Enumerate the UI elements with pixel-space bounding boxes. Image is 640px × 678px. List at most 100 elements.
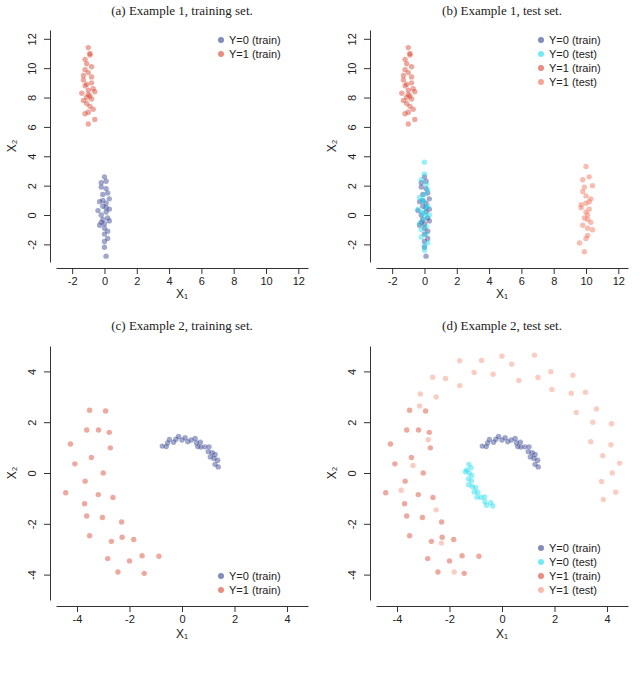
point bbox=[417, 221, 422, 226]
point bbox=[516, 378, 521, 383]
series bbox=[399, 352, 623, 574]
point bbox=[462, 571, 467, 576]
point bbox=[92, 117, 97, 122]
point bbox=[600, 453, 605, 458]
point bbox=[451, 537, 456, 542]
point bbox=[404, 427, 409, 432]
point bbox=[82, 57, 87, 62]
point bbox=[100, 192, 105, 197]
x-tick-mark bbox=[521, 268, 522, 274]
point bbox=[115, 569, 120, 574]
y-axis: -4-2024 bbox=[26, 347, 51, 601]
x-tick-mark bbox=[502, 606, 503, 612]
point bbox=[423, 205, 428, 210]
x-tick-mark bbox=[392, 268, 393, 274]
point bbox=[86, 92, 91, 97]
point bbox=[105, 556, 110, 561]
point bbox=[425, 556, 430, 561]
x-tick-label: 0 bbox=[179, 613, 185, 625]
point bbox=[399, 488, 404, 493]
point bbox=[392, 461, 397, 466]
y-tick: -2 bbox=[346, 519, 370, 529]
y-tick-label: -2 bbox=[346, 519, 358, 529]
x-tick-mark bbox=[554, 268, 555, 274]
legend-marker bbox=[218, 51, 224, 57]
panel: (a) Example 1, training set.-2024681012-… bbox=[5, 3, 309, 301]
x-tick: 6 bbox=[519, 268, 525, 287]
legend-label: Y=0 (train) bbox=[229, 34, 281, 46]
point bbox=[92, 89, 97, 94]
x-tick-label: 4 bbox=[167, 275, 173, 287]
point bbox=[139, 553, 144, 558]
x-tick-label: 12 bbox=[613, 275, 625, 287]
y-tick-mark bbox=[364, 244, 370, 245]
point bbox=[81, 73, 86, 78]
x-tick: 8 bbox=[231, 268, 237, 287]
point bbox=[509, 362, 514, 367]
y-axis: -2024681012 bbox=[346, 31, 371, 263]
x-tick: 0 bbox=[422, 268, 428, 287]
y-tick-label: -2 bbox=[26, 240, 38, 250]
y-tick-mark bbox=[364, 575, 370, 576]
y-tick: 12 bbox=[346, 33, 370, 45]
point bbox=[195, 444, 200, 449]
y-tick-label: 8 bbox=[26, 95, 38, 101]
point bbox=[409, 64, 414, 69]
y-tick-mark bbox=[364, 215, 370, 216]
point bbox=[127, 558, 132, 563]
plot-area bbox=[63, 408, 221, 576]
y-tick: 10 bbox=[26, 63, 50, 75]
legend-label: Y=1 (train) bbox=[229, 48, 281, 60]
x-tick-label: 0 bbox=[499, 613, 505, 625]
y-tick-mark bbox=[44, 473, 50, 474]
y-tick-label: 10 bbox=[346, 63, 358, 75]
legend: Y=0 (train) Y=1 (train) bbox=[218, 34, 281, 60]
point bbox=[407, 408, 412, 413]
legend: Y=0 (train)Y=0 (test)Y=1 (train)Y=1 (tes… bbox=[538, 34, 601, 88]
x-tick: 12 bbox=[293, 268, 305, 287]
x-tick-mark bbox=[201, 268, 202, 274]
y-tick-label: -2 bbox=[26, 519, 38, 529]
point bbox=[407, 533, 412, 538]
series bbox=[383, 408, 482, 576]
legend: Y=0 (train)Y=0 (test)Y=1 (train)Y=1 (tes… bbox=[538, 542, 601, 596]
point bbox=[388, 441, 393, 446]
figure: (a) Example 1, training set.-2024681012-… bbox=[0, 0, 640, 678]
point bbox=[590, 227, 595, 232]
panel: (b) Example 1, test set.-2024681012-2024… bbox=[325, 3, 629, 301]
point bbox=[475, 490, 480, 495]
point bbox=[425, 187, 430, 192]
legend-marker bbox=[218, 587, 224, 593]
point bbox=[580, 223, 585, 228]
point bbox=[421, 470, 426, 475]
y-tick: 12 bbox=[26, 33, 50, 45]
x-tick-mark bbox=[182, 606, 183, 612]
x-tick-label: -2 bbox=[445, 613, 455, 625]
point bbox=[588, 439, 593, 444]
point bbox=[490, 371, 495, 376]
legend-marker bbox=[218, 573, 224, 579]
x-tick-label: -2 bbox=[68, 275, 78, 287]
point bbox=[107, 218, 112, 223]
point bbox=[590, 420, 595, 425]
y-tick: 2 bbox=[346, 420, 370, 426]
point bbox=[476, 554, 481, 559]
y-tick-label: 0 bbox=[26, 470, 38, 476]
point bbox=[416, 427, 421, 432]
y-tick-mark bbox=[364, 127, 370, 128]
panel: (d) Example 2, test set.-4-2024-4-2024X₁… bbox=[325, 318, 629, 641]
point bbox=[412, 89, 417, 94]
series bbox=[415, 174, 432, 259]
point bbox=[583, 193, 588, 198]
y-tick-label: -4 bbox=[346, 570, 358, 580]
y-tick-label: 6 bbox=[346, 124, 358, 130]
y-tick-mark bbox=[44, 244, 50, 245]
point bbox=[107, 430, 112, 435]
y-axis-line bbox=[50, 347, 51, 601]
point bbox=[423, 224, 428, 229]
point bbox=[95, 208, 100, 213]
x-tick-label: 2 bbox=[454, 275, 460, 287]
point bbox=[142, 571, 147, 576]
panel-title: (d) Example 2, test set. bbox=[442, 318, 562, 333]
x-tick: -4 bbox=[393, 606, 403, 625]
